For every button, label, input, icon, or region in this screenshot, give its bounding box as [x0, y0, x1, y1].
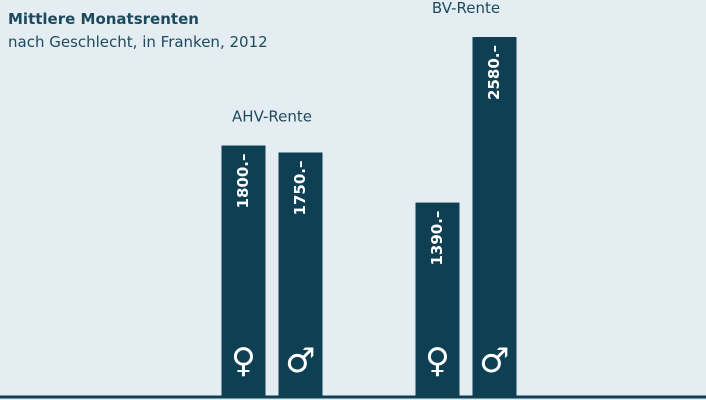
gender-symbol: ♀: [231, 341, 256, 381]
bar: [415, 202, 460, 396]
value-label: 1390.–: [428, 211, 446, 266]
value-label: 1750.–: [291, 160, 309, 215]
value-label: 2580.–: [485, 45, 503, 100]
bar: [221, 145, 266, 396]
chart-title: Mittlere Monatsrenten: [8, 10, 199, 28]
category-label: BV-Rente: [432, 0, 500, 17]
gender-symbol: ♀: [425, 341, 450, 381]
category-label: AHV-Rente: [232, 108, 312, 126]
gender-symbol: ♂: [285, 341, 315, 381]
value-label: 1800.–: [234, 154, 252, 209]
gender-symbol: ♂: [479, 341, 509, 381]
bar: [278, 152, 323, 396]
chart-subtitle: nach Geschlecht, in Franken, 2012: [8, 33, 268, 51]
bar: [472, 37, 517, 396]
